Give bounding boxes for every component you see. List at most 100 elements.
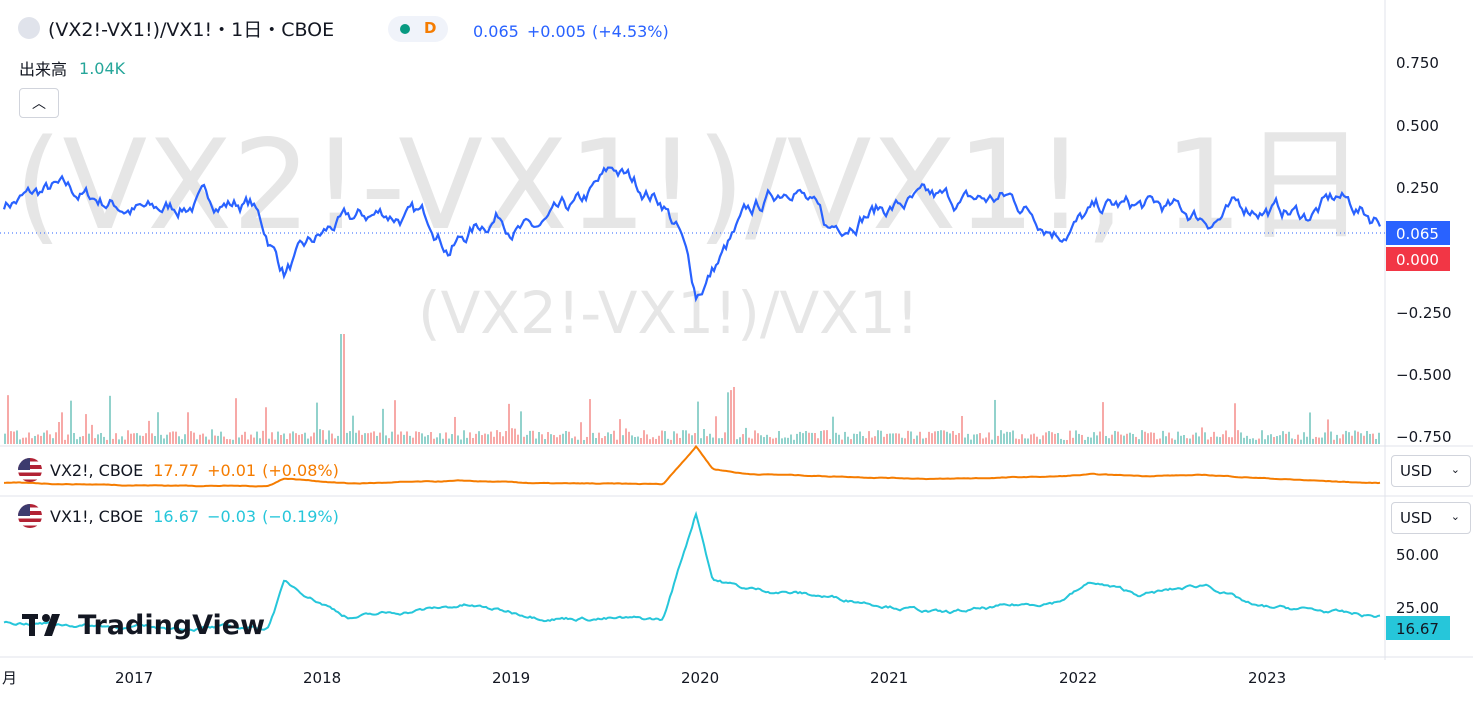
volume-bar xyxy=(64,439,66,444)
volume-bar xyxy=(103,436,105,444)
volume-bar xyxy=(523,436,525,444)
volume-bar xyxy=(328,430,330,444)
volume-bar xyxy=(1132,433,1134,444)
volume-bar xyxy=(775,437,777,444)
vx2-label[interactable]: VX2!, CBOE xyxy=(50,460,144,480)
volume-bar xyxy=(553,435,555,444)
volume-bar xyxy=(13,431,15,444)
volume-bar xyxy=(1318,437,1320,444)
volume-bar xyxy=(1129,432,1131,444)
volume-bar xyxy=(790,434,792,444)
time-tick-stub: 月 xyxy=(2,669,17,687)
time-tick: 2020 xyxy=(681,669,719,687)
volume-bar xyxy=(733,386,735,444)
volume-bar xyxy=(1303,432,1305,444)
volume-bar xyxy=(1207,439,1209,444)
vx2-currency-select[interactable]: USD ⌄ xyxy=(1391,455,1471,487)
volume-bar xyxy=(208,439,210,444)
symbol-title[interactable]: (VX2!-VX1!)/VX1!・1日・CBOE xyxy=(48,18,335,41)
time-tick: 2017 xyxy=(115,669,153,687)
volume-bar xyxy=(259,438,261,444)
volume-bar xyxy=(220,431,222,444)
volume-bar xyxy=(814,432,816,444)
volume-bar xyxy=(1048,431,1050,444)
volume-bar xyxy=(391,431,393,444)
volume-bar xyxy=(58,422,60,444)
volume-bar xyxy=(751,438,753,444)
volume-bar xyxy=(148,420,150,444)
volume-bar xyxy=(1243,437,1245,444)
volume-bar xyxy=(439,433,441,444)
volume-bar xyxy=(901,437,903,444)
volume-bar xyxy=(1375,438,1377,444)
volume-bar xyxy=(742,434,744,444)
volume-bar xyxy=(562,433,564,444)
volume-bar xyxy=(310,436,312,444)
volume-bar xyxy=(1339,438,1341,444)
market-status-badge[interactable]: D xyxy=(388,16,448,42)
badge-letter: D xyxy=(424,19,437,37)
volume-bar xyxy=(727,392,729,444)
volume-bar xyxy=(247,439,249,444)
volume-bar xyxy=(322,430,324,444)
collapse-legend-button[interactable]: ︿ xyxy=(19,88,59,118)
last-price-tag-bg xyxy=(1386,221,1450,245)
volume-bar xyxy=(739,437,741,444)
volume-bar xyxy=(649,439,651,444)
volume-bar xyxy=(1297,434,1299,444)
vx2-series xyxy=(3,444,1381,488)
volume-bar xyxy=(268,438,270,444)
volume-value: 1.04K xyxy=(79,58,126,78)
volume-bar xyxy=(106,439,108,444)
volume-bar xyxy=(427,435,429,444)
volume-bar xyxy=(199,434,201,444)
volume-bar xyxy=(1174,439,1176,444)
volume-bar xyxy=(1201,427,1203,444)
us-flag-icon xyxy=(18,458,42,482)
volume-bar xyxy=(592,432,594,444)
volume-bar xyxy=(502,436,504,444)
volume-bar xyxy=(712,437,714,444)
volume-bar xyxy=(379,432,381,444)
volume-bar xyxy=(847,436,849,444)
volume-bar xyxy=(4,433,6,444)
volume-bar xyxy=(388,438,390,444)
volume-bar xyxy=(721,438,723,444)
volume-bar xyxy=(223,436,225,444)
volume-bar xyxy=(274,439,276,444)
volume-bar xyxy=(538,432,540,444)
vx1-label[interactable]: VX1!, CBOE xyxy=(50,506,144,526)
volume-bar xyxy=(1372,433,1374,444)
volume-bar xyxy=(61,412,63,444)
vx2-last: 17.77 xyxy=(153,460,200,480)
volume-bar xyxy=(946,431,948,444)
volume-bar xyxy=(1195,432,1197,444)
volume-bar xyxy=(520,411,522,444)
vx1-last: 16.67 xyxy=(153,506,200,526)
volume-bar xyxy=(904,438,906,444)
time-tick: 2021 xyxy=(870,669,908,687)
volume-bar xyxy=(601,438,603,444)
volume-bar xyxy=(1294,439,1296,444)
volume-bar xyxy=(349,431,351,444)
volume-bar xyxy=(481,435,483,444)
volume-bar xyxy=(505,431,507,444)
volume-bar xyxy=(121,436,123,444)
volume-bar xyxy=(430,432,432,444)
volume-bar xyxy=(1189,438,1191,444)
vx1-currency-select[interactable]: USD ⌄ xyxy=(1391,502,1471,534)
main-values: 0.065 +0.005 (+4.53%) xyxy=(473,22,669,41)
volume-bar xyxy=(181,439,183,444)
volume-bar xyxy=(55,432,57,444)
volume-bar xyxy=(1144,431,1146,444)
volume-bar xyxy=(454,416,456,444)
volume-bar xyxy=(88,433,90,444)
volume-bar xyxy=(295,433,297,444)
volume-bar xyxy=(679,437,681,444)
volume-bar xyxy=(931,433,933,444)
volume-bar xyxy=(820,430,822,444)
volume-bar xyxy=(196,439,198,444)
volume-bar xyxy=(352,415,354,444)
volume-bar xyxy=(1231,437,1233,444)
